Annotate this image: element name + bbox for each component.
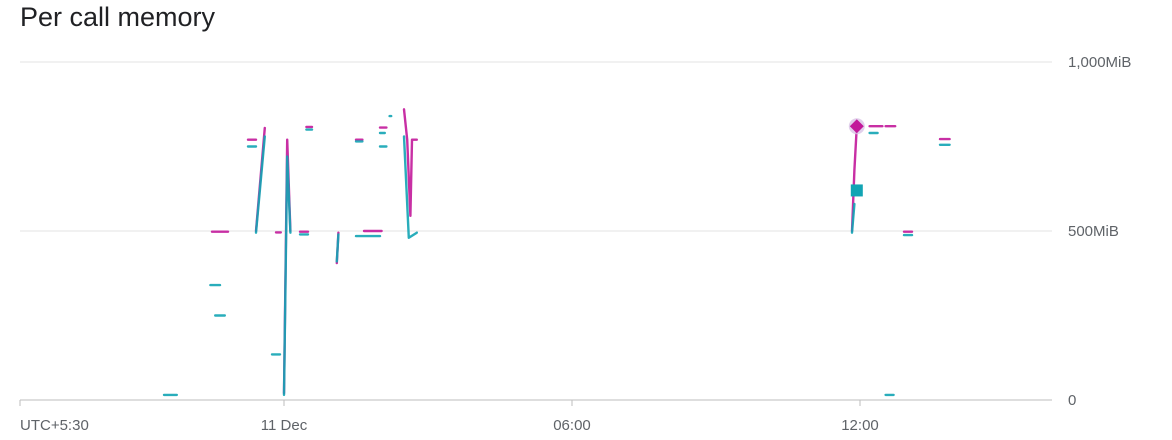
series-teal-segment-9	[335, 233, 340, 263]
y-tick-label: 0	[1068, 392, 1076, 409]
x-tick-label: 06:00	[553, 417, 591, 434]
y-axis-ticks: 0 500MiB 1,000MiB	[1068, 54, 1131, 409]
chart-title: Per call memory	[20, 2, 216, 32]
y-tick-label: 500MiB	[1068, 223, 1119, 240]
series-teal-segment-16	[850, 202, 856, 234]
series-markers	[848, 118, 865, 197]
series-pink-marker-diamond[interactable]	[849, 119, 864, 134]
series-teal-segment-4	[254, 135, 266, 234]
x-axis-ticks: UTC+5:30 11 Dec 06:00 12:00	[19, 400, 879, 434]
y-tick-label: 1,000MiB	[1068, 54, 1131, 71]
series-teal-marker-square[interactable]	[850, 184, 863, 197]
x-tick-label: 11 Dec	[261, 417, 308, 434]
x-tick-label: UTC+5:30	[20, 417, 89, 434]
series-lines	[162, 108, 951, 397]
series-pink-segment-11	[402, 108, 418, 217]
x-tick-label: 12:00	[841, 417, 879, 434]
series-teal-segment-6	[282, 155, 292, 397]
grid-lines	[20, 61, 1052, 401]
series-teal-segment-15	[402, 135, 418, 239]
